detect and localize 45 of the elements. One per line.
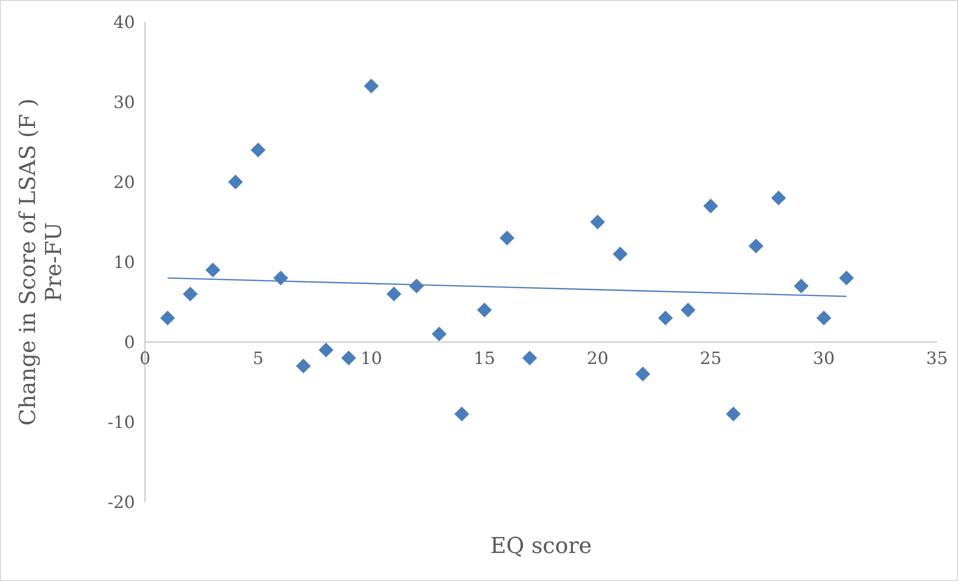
y-tick-label: 0 bbox=[124, 332, 135, 353]
point bbox=[341, 350, 356, 366]
point bbox=[635, 366, 650, 382]
point bbox=[590, 214, 605, 230]
point bbox=[703, 198, 718, 214]
point bbox=[205, 262, 220, 278]
point bbox=[318, 342, 334, 358]
point bbox=[477, 302, 492, 318]
point bbox=[432, 326, 447, 342]
point bbox=[771, 190, 786, 206]
point bbox=[250, 142, 266, 158]
point bbox=[160, 310, 176, 326]
x-tick-label: 30 bbox=[813, 349, 835, 369]
point bbox=[386, 286, 402, 302]
x-tick-label: 20 bbox=[586, 349, 608, 369]
point bbox=[228, 174, 243, 190]
point bbox=[182, 286, 198, 302]
x-tick-label: 35 bbox=[926, 349, 948, 369]
point bbox=[500, 230, 514, 246]
point bbox=[273, 270, 288, 286]
point bbox=[522, 350, 538, 366]
point bbox=[612, 246, 628, 262]
point bbox=[816, 310, 832, 326]
point bbox=[454, 406, 470, 422]
point bbox=[726, 406, 741, 422]
point bbox=[658, 310, 673, 326]
y-tick-label: -10 bbox=[108, 412, 135, 433]
point bbox=[364, 78, 379, 94]
y-tick-label: 30 bbox=[113, 92, 135, 113]
y-tick-label: 20 bbox=[113, 172, 135, 193]
x-tick-label: 5 bbox=[252, 349, 264, 369]
x-axis-title: EQ score bbox=[490, 534, 592, 559]
point bbox=[839, 270, 854, 286]
x-tick-label: 25 bbox=[700, 349, 722, 369]
x-tick-label: 10 bbox=[360, 349, 382, 369]
x-tick-label: 0 bbox=[140, 349, 150, 369]
y-axis-title: Change in Score of LSAS (F ) Pre-FU bbox=[16, 98, 68, 426]
point bbox=[748, 238, 764, 254]
point bbox=[794, 278, 809, 294]
point bbox=[296, 358, 311, 374]
y-tick-label: 40 bbox=[113, 12, 135, 33]
y-tick-label: -20 bbox=[108, 492, 135, 513]
x-tick-label: 15 bbox=[474, 349, 496, 369]
point bbox=[680, 302, 696, 318]
y-tick-label: 10 bbox=[113, 252, 135, 273]
